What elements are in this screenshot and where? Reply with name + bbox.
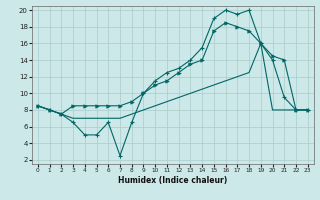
- X-axis label: Humidex (Indice chaleur): Humidex (Indice chaleur): [118, 176, 228, 185]
